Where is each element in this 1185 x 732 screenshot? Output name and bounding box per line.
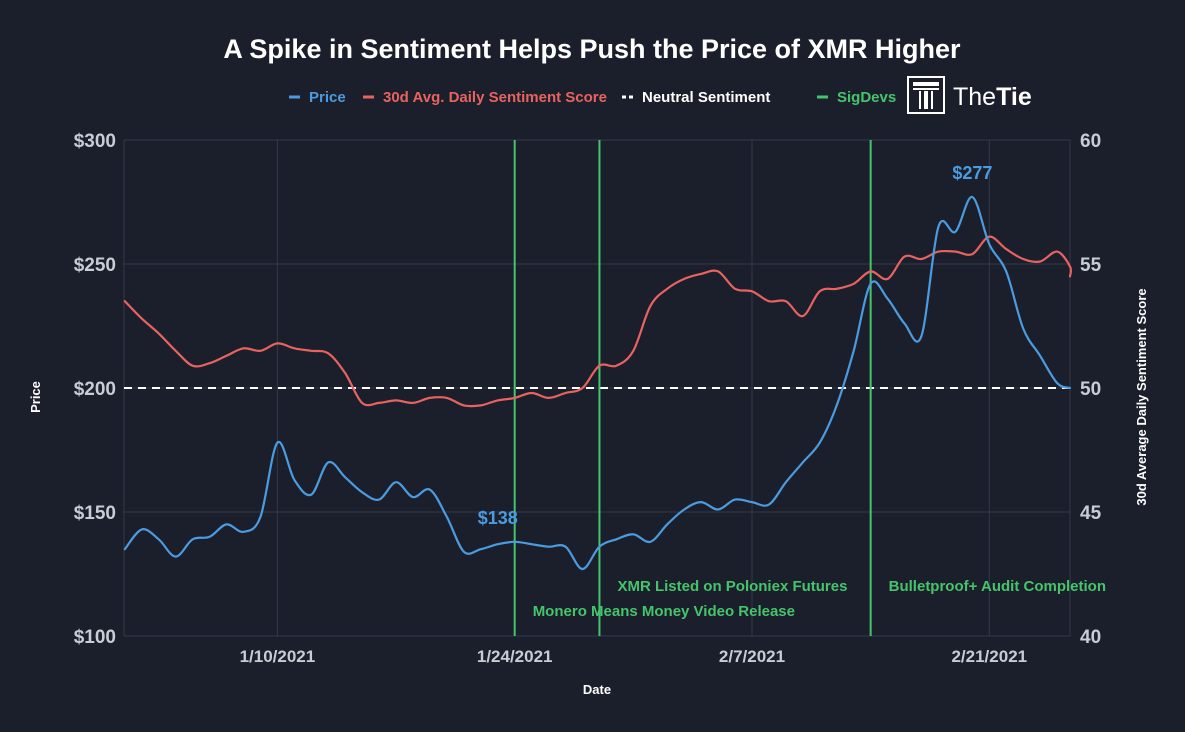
x-tick-label: 1/24/2021 [477,647,553,666]
y-axis-left: $100 $150 $200 $250 $300 [74,131,116,648]
y2-tick-label: 50 [1080,379,1101,400]
legend: Price 30d Avg. Daily Sentiment Score Neutr… [289,89,896,106]
x-axis-label: Date [583,682,611,697]
y2-axis-label: 30d Average Daily Sentiment Score [1134,288,1149,505]
legend-item-label: Neutral Sentiment [642,89,770,106]
sigdev-lines: Monero Means Money Video Release XMR List… [513,140,1106,636]
y-axis-right: 40 45 50 55 60 [1080,131,1102,648]
sigdev-label: Monero Means Money Video Release [533,603,795,620]
sentiment-series-line [123,235,1073,408]
x-tick-label: 2/21/2021 [951,647,1027,666]
x-tick-label: 1/10/2021 [240,647,316,666]
thetie-logo-icon [907,76,945,114]
y-axis-label: Price [28,381,43,413]
y-tick-label: $150 [74,503,116,524]
price-annotation: $277 [952,163,992,183]
legend-item-label: Price [309,89,346,106]
annotations: $138 $277 [478,163,993,528]
sigdev-label: XMR Listed on Poloniex Futures [617,578,847,595]
y-tick-label: $300 [74,131,116,152]
chart-title: A Spike in Sentiment Helps Push the Pric… [223,34,961,64]
series-lines [123,195,1073,571]
y-tick-label: $200 [74,379,116,400]
sigdev-label: Bulletproof+ Audit Completion [889,578,1106,595]
y-tick-label: $250 [74,255,116,276]
y2-tick-label: 40 [1080,627,1101,648]
x-tick-label: 2/7/2021 [719,647,785,666]
price-series-line [123,195,1072,571]
thetie-logo: TheTie [907,76,1032,114]
legend-item-label: 30d Avg. Daily Sentiment Score [383,89,607,106]
y2-tick-label: 45 [1080,503,1102,524]
x-axis: 1/10/2021 1/24/2021 2/7/2021 2/21/2021 [240,647,1028,666]
price-annotation: $138 [478,508,518,528]
thetie-logo-text: TheTie [953,83,1032,111]
y2-tick-label: 60 [1080,131,1101,152]
y2-tick-label: 55 [1080,255,1102,276]
legend-item-label: SigDevs [837,89,896,106]
y-tick-label: $100 [74,627,116,648]
